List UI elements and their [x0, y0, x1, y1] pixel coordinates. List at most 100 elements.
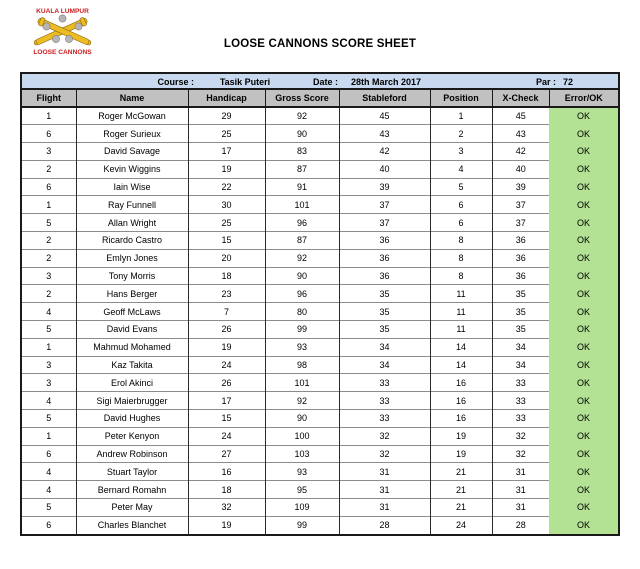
- cell-position: 24: [429, 515, 492, 535]
- cell-handicap: 26: [187, 320, 265, 339]
- cell-name: Andrew Robinson: [75, 444, 188, 463]
- cell-stableford: 34: [338, 355, 430, 374]
- cell-gross-score: 93: [264, 337, 339, 357]
- cell-name: Emlyn Jones: [75, 248, 188, 268]
- cell-xcheck: 32: [491, 444, 549, 463]
- column-header: Handicap: [187, 90, 265, 108]
- cell-xcheck: 37: [491, 213, 549, 232]
- cell-name: Geoff McLaws: [75, 302, 188, 321]
- cell-flight: 3: [22, 355, 76, 374]
- table-row: 1 Ray Funnell 30 101 37 6 37 OK: [22, 195, 618, 214]
- par-value: 72: [562, 77, 573, 87]
- cell-status: OK: [549, 213, 618, 232]
- cell-xcheck: 33: [491, 409, 549, 428]
- cell-xcheck: 31: [491, 462, 549, 481]
- page-title: LOOSE CANNONS SCORE SHEET: [223, 38, 417, 50]
- info-band: Course : Tasik Puteri Date : 28th March …: [22, 74, 618, 90]
- cell-name: Hans Berger: [75, 284, 188, 303]
- table-row: 2 Kevin Wiggins 19 87 40 4 40 OK: [22, 159, 618, 179]
- logo-bottom-text: LOOSE CANNONS: [33, 49, 92, 56]
- cell-handicap: 17: [187, 142, 265, 161]
- cell-xcheck: 43: [491, 124, 549, 143]
- cell-flight: 5: [22, 213, 76, 232]
- cell-handicap: 30: [187, 195, 265, 214]
- cell-gross-score: 103: [264, 444, 339, 463]
- cell-flight: 6: [22, 444, 76, 463]
- cell-handicap: 7: [187, 302, 265, 321]
- cell-status: OK: [549, 498, 618, 517]
- cell-status: OK: [549, 178, 618, 196]
- cell-stableford: 39: [338, 177, 430, 196]
- cell-position: 11: [429, 302, 492, 321]
- cell-stableford: 45: [338, 106, 430, 125]
- cell-status: OK: [549, 391, 618, 410]
- table-row: 3 Erol Akinci 26 101 33 16 33 OK: [22, 373, 618, 392]
- cell-status: OK: [549, 160, 618, 179]
- cell-stableford: 35: [338, 302, 430, 321]
- cell-flight: 4: [22, 480, 76, 499]
- cell-status: OK: [549, 284, 618, 303]
- column-header: Position: [429, 90, 492, 108]
- cell-name: Tony Morris: [75, 266, 188, 285]
- cell-xcheck: 37: [491, 195, 549, 214]
- cell-status: OK: [549, 302, 618, 321]
- cell-xcheck: 28: [491, 515, 549, 535]
- cell-gross-score: 92: [264, 391, 339, 410]
- course-value: Tasik Puteri: [219, 77, 271, 87]
- cell-flight: 2: [22, 159, 76, 179]
- cell-position: 2: [429, 124, 492, 143]
- cell-status: OK: [549, 445, 618, 463]
- cell-status: OK: [549, 195, 618, 214]
- cell-position: 14: [429, 337, 492, 357]
- cell-name: Ricardo Castro: [75, 231, 188, 250]
- cell-name: Charles Blanchet: [75, 515, 188, 535]
- cell-status: OK: [549, 231, 618, 250]
- cell-status: OK: [549, 320, 618, 339]
- cell-handicap: 25: [187, 124, 265, 143]
- cell-flight: 4: [22, 302, 76, 321]
- cell-gross-score: 92: [264, 248, 339, 268]
- table-row: 5 David Evans 26 99 35 11 35 OK: [22, 320, 618, 339]
- course-label: Course :: [157, 77, 194, 87]
- cell-flight: 1: [22, 337, 76, 357]
- column-header: Flight: [22, 90, 76, 108]
- cell-gross-score: 101: [264, 195, 339, 214]
- cell-handicap: 29: [187, 106, 265, 125]
- cell-gross-score: 87: [264, 231, 339, 250]
- cell-status: OK: [549, 516, 618, 535]
- score-table-container: Course : Tasik Puteri Date : 28th March …: [20, 72, 620, 537]
- cell-gross-score: 87: [264, 159, 339, 179]
- cell-flight: 4: [22, 391, 76, 410]
- cell-gross-score: 95: [264, 480, 339, 499]
- crossed-cannons-icon: [33, 14, 92, 46]
- cell-stableford: 37: [338, 195, 430, 214]
- table-row: 2 Hans Berger 23 96 35 11 35 OK: [22, 284, 618, 303]
- cell-xcheck: 36: [491, 266, 549, 285]
- cell-name: Allan Wright: [75, 213, 188, 232]
- cell-name: Mahmud Mohamed: [75, 337, 188, 357]
- cell-stableford: 43: [338, 124, 430, 143]
- cell-flight: 3: [22, 373, 76, 392]
- cell-position: 16: [429, 391, 492, 410]
- table-row: 4 Sigi Maierbrugger 17 92 33 16 33 OK: [22, 391, 618, 410]
- cell-stableford: 34: [338, 337, 430, 357]
- cell-status: OK: [549, 373, 618, 392]
- cell-gross-score: 91: [264, 177, 339, 196]
- cell-stableford: 33: [338, 373, 430, 392]
- cell-xcheck: 32: [491, 426, 549, 446]
- table-row: 1 Mahmud Mohamed 19 93 34 14 34 OK: [22, 337, 618, 357]
- cell-name: Kevin Wiggins: [75, 159, 188, 179]
- cell-status: OK: [549, 338, 618, 357]
- table-row: 1 Roger McGowan 29 92 45 1 45 OK: [22, 106, 618, 125]
- cell-xcheck: 36: [491, 231, 549, 250]
- date-value: 28th March 2017: [350, 77, 422, 87]
- cell-gross-score: 90: [264, 409, 339, 428]
- table-row: 4 Geoff McLaws 7 80 35 11 35 OK: [22, 302, 618, 321]
- cell-gross-score: 90: [264, 124, 339, 143]
- table-row: 2 Ricardo Castro 15 87 36 8 36 OK: [22, 231, 618, 250]
- cell-stableford: 42: [338, 142, 430, 161]
- cell-gross-score: 109: [264, 498, 339, 517]
- cell-stableford: 31: [338, 480, 430, 499]
- table-row: 5 David Hughes 15 90 33 16 33 OK: [22, 409, 618, 428]
